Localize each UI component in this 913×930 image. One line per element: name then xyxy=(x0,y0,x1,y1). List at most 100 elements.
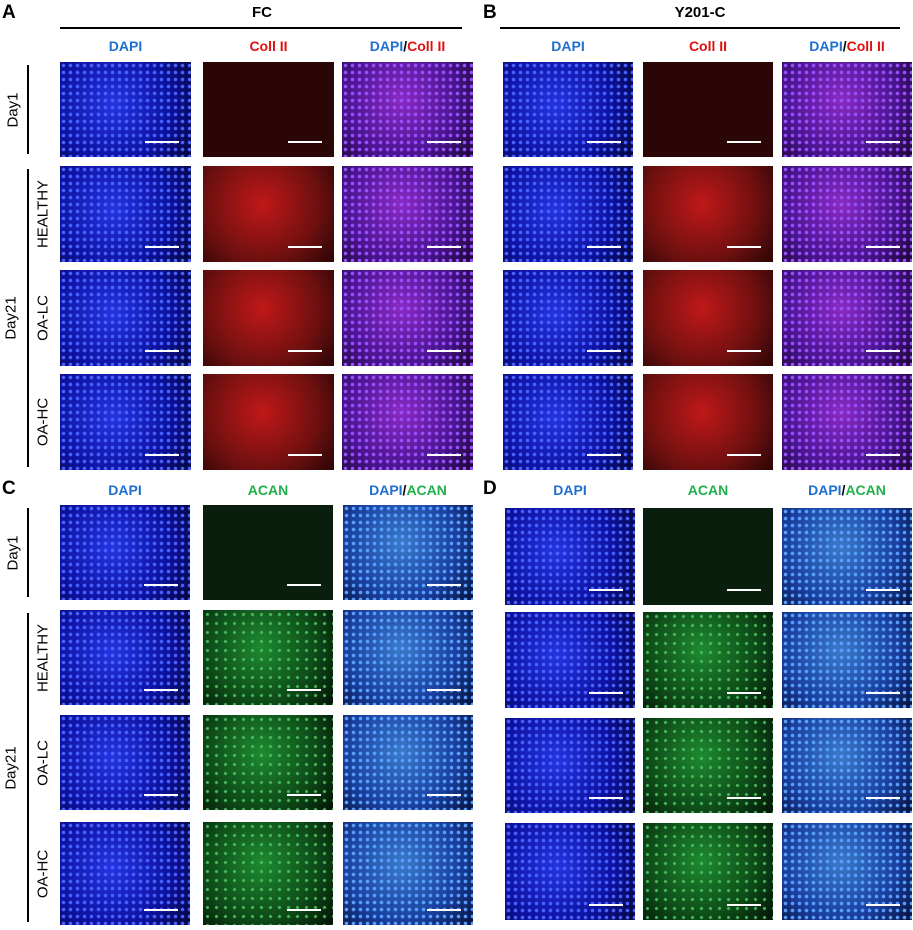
header-part: DAPI xyxy=(551,38,585,54)
header-part: DAPI xyxy=(369,38,404,54)
scale-bar xyxy=(287,584,321,586)
micrograph xyxy=(782,270,912,366)
micrograph xyxy=(343,822,473,925)
scale-bar xyxy=(866,797,900,799)
micrograph xyxy=(203,610,333,705)
column-header: DAPI/ACAN xyxy=(808,482,886,498)
header-part: / xyxy=(841,482,846,498)
micrograph xyxy=(203,270,334,366)
column-header: Coll II xyxy=(689,38,727,54)
micrograph xyxy=(782,508,912,605)
scale-bar xyxy=(427,246,461,248)
row-label: HEALTHY xyxy=(34,623,52,692)
micrograph xyxy=(503,374,633,470)
header-part: ACAN xyxy=(845,482,886,498)
row-label: Day21 xyxy=(2,745,20,790)
scale-bar xyxy=(287,909,321,911)
scale-bar xyxy=(589,589,623,591)
micrograph xyxy=(782,62,912,157)
scale-bar xyxy=(145,141,179,143)
micrograph xyxy=(203,374,334,470)
micrograph xyxy=(643,166,773,262)
header-part: / xyxy=(403,38,408,54)
header-part: ACAN xyxy=(687,482,729,498)
header-part: DAPI xyxy=(553,482,587,498)
scale-bar xyxy=(727,141,761,143)
header-part: Coll II xyxy=(249,38,288,54)
scale-bar xyxy=(589,692,623,694)
micrograph xyxy=(503,62,633,157)
scale-bar xyxy=(287,794,321,796)
row-rule xyxy=(27,508,29,597)
scale-bar xyxy=(866,454,900,456)
panel-title: FC xyxy=(252,4,272,21)
column-header: ACAN xyxy=(248,482,288,498)
panel-title: Y201-C xyxy=(674,4,726,21)
scale-bar xyxy=(144,689,178,691)
scale-bar xyxy=(727,904,761,906)
scale-bar xyxy=(727,246,761,248)
row-label: Day21 xyxy=(2,296,20,340)
micrograph xyxy=(643,374,773,470)
column-header: ACAN xyxy=(688,482,728,498)
header-part: / xyxy=(842,38,847,54)
micrograph xyxy=(503,166,633,262)
row-label: HEALTHY xyxy=(34,179,52,249)
scale-bar xyxy=(427,584,461,586)
micrograph xyxy=(60,166,191,262)
micrograph xyxy=(60,610,190,705)
scale-bar xyxy=(866,141,900,143)
column-header: DAPI xyxy=(109,38,142,54)
scale-bar xyxy=(589,904,623,906)
micrograph xyxy=(782,718,912,813)
scale-bar xyxy=(427,689,461,691)
micrograph xyxy=(203,505,333,600)
micrograph xyxy=(60,822,190,925)
micrograph xyxy=(60,270,191,366)
scale-bar xyxy=(587,454,621,456)
scale-bar xyxy=(288,350,322,352)
micrograph xyxy=(503,270,633,366)
scale-bar xyxy=(144,584,178,586)
column-header: DAPI xyxy=(551,38,584,54)
panel-letter: C xyxy=(2,478,16,499)
scale-bar xyxy=(727,454,761,456)
scale-bar xyxy=(587,141,621,143)
title-rule xyxy=(60,27,462,29)
micrograph xyxy=(643,718,773,813)
scale-bar xyxy=(587,246,621,248)
micrograph xyxy=(203,715,333,810)
scale-bar xyxy=(727,692,761,694)
micrograph xyxy=(505,508,635,605)
row-rule xyxy=(27,613,29,922)
micrograph xyxy=(342,374,473,470)
scale-bar xyxy=(727,589,761,591)
column-header: DAPI/Coll II xyxy=(809,38,884,54)
header-part: ACAN xyxy=(247,482,289,498)
scale-bar xyxy=(145,246,179,248)
scale-bar xyxy=(866,246,900,248)
micrograph xyxy=(643,823,773,920)
scale-bar xyxy=(589,797,623,799)
micrograph xyxy=(343,715,473,810)
micrograph xyxy=(203,822,333,925)
column-header: DAPI xyxy=(108,482,141,498)
micrograph xyxy=(643,62,773,157)
scale-bar xyxy=(587,350,621,352)
row-label: Day1 xyxy=(4,534,22,571)
scale-bar xyxy=(866,692,900,694)
scale-bar xyxy=(288,141,322,143)
micrograph xyxy=(782,374,912,470)
header-part: DAPI xyxy=(108,482,142,498)
micrograph xyxy=(505,612,635,708)
micrograph xyxy=(60,374,191,470)
micrograph xyxy=(343,505,473,600)
scale-bar xyxy=(144,909,178,911)
column-header: DAPI xyxy=(553,482,586,498)
micrograph xyxy=(203,62,334,157)
micrograph xyxy=(60,715,190,810)
scale-bar xyxy=(427,909,461,911)
scale-bar xyxy=(288,246,322,248)
header-part: ACAN xyxy=(406,482,447,498)
scale-bar xyxy=(145,454,179,456)
